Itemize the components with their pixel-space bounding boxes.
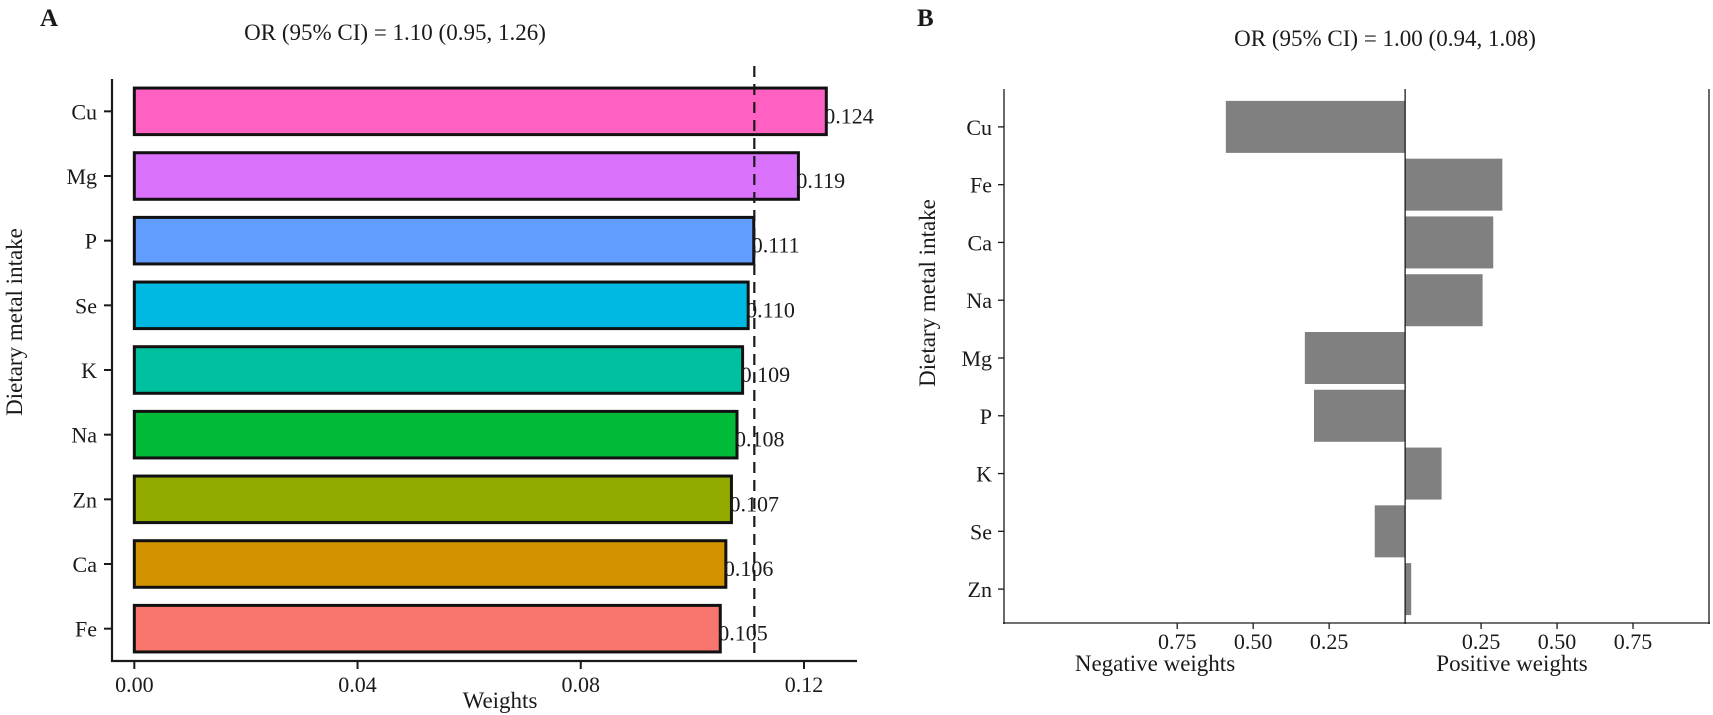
y-tick-label-a-zn: Zn bbox=[73, 487, 97, 512]
x-tick-label-a-0: 0.00 bbox=[115, 672, 154, 697]
y-tick-label-a-p: P bbox=[85, 229, 97, 254]
x-tick-label-b-0: 0.75 bbox=[1158, 629, 1197, 654]
bar-a-se bbox=[132, 280, 750, 331]
y-tick-label-a-na: Na bbox=[71, 423, 97, 448]
y-tick-label-a-ca: Ca bbox=[73, 552, 98, 577]
y-tick-label-b-k: K bbox=[976, 462, 992, 487]
value-label-a-fe: 0.105 bbox=[718, 621, 768, 646]
bar-a-fe bbox=[132, 603, 722, 654]
bar-a-ca bbox=[132, 539, 728, 589]
bar-b-k bbox=[1405, 447, 1442, 500]
panel-b-letter: B bbox=[917, 5, 934, 32]
bar-b-ca bbox=[1405, 216, 1494, 269]
bar-b-p bbox=[1313, 389, 1406, 442]
bar-a-cu bbox=[132, 86, 828, 137]
y-tick-label-a-fe: Fe bbox=[75, 617, 97, 642]
x-tick-label-a-2: 0.08 bbox=[562, 672, 601, 697]
y-tick-label-b-se: Se bbox=[970, 519, 992, 544]
bar-a-mg bbox=[132, 151, 800, 201]
value-label-a-k: 0.109 bbox=[741, 362, 791, 387]
panel-a: A OR (95% CI) = 1.10 (0.95, 1.26) Dietar… bbox=[2, 5, 874, 713]
panel-b-x-label-negative: Negative weights bbox=[1075, 651, 1235, 676]
panel-a-y-ticks: Cu Mg P Se K Na Zn Ca Fe bbox=[66, 99, 112, 642]
value-label-a-cu: 0.124 bbox=[824, 103, 874, 128]
y-tick-label-b-cu: Cu bbox=[966, 115, 992, 140]
x-tick-label-b-5: 0.75 bbox=[1614, 629, 1653, 654]
y-tick-label-b-na: Na bbox=[966, 288, 992, 313]
bar-b-mg bbox=[1304, 332, 1406, 384]
x-tick-label-b-4: 0.50 bbox=[1538, 629, 1577, 654]
value-label-a-na: 0.108 bbox=[735, 427, 785, 452]
panel-a-x-ticks: 0.00 0.04 0.08 0.12 bbox=[115, 661, 823, 697]
panel-b-y-axis-label: Dietary metal intake bbox=[915, 199, 940, 387]
y-tick-label-b-fe: Fe bbox=[970, 173, 992, 198]
bar-a-na bbox=[132, 409, 739, 460]
x-tick-label-b-2: 0.25 bbox=[1310, 629, 1349, 654]
value-label-a-p: 0.111 bbox=[752, 233, 800, 258]
panel-a-y-axis-label: Dietary metal intake bbox=[2, 228, 27, 416]
y-tick-label-b-ca: Ca bbox=[968, 230, 993, 255]
bar-a-p bbox=[132, 215, 756, 266]
y-tick-label-b-p: P bbox=[980, 404, 992, 429]
panel-a-title: OR (95% CI) = 1.10 (0.95, 1.26) bbox=[244, 20, 546, 45]
panel-b: B OR (95% CI) = 1.00 (0.94, 1.08) Dietar… bbox=[915, 5, 1710, 676]
bar-b-na bbox=[1405, 274, 1483, 327]
bar-b-zn bbox=[1405, 563, 1412, 616]
x-tick-label-b-3: 0.25 bbox=[1462, 629, 1501, 654]
panel-b-x-label-positive: Positive weights bbox=[1436, 651, 1587, 676]
panel-b-title: OR (95% CI) = 1.00 (0.94, 1.08) bbox=[1234, 26, 1536, 51]
panel-a-x-axis-label: Weights bbox=[463, 688, 538, 713]
panel-a-letter: A bbox=[40, 5, 58, 32]
x-tick-label-a-1: 0.04 bbox=[338, 672, 377, 697]
panel-b-x-ticks: 0.75 0.50 0.25 0.25 0.50 0.75 bbox=[1158, 623, 1652, 654]
value-label-a-ca: 0.106 bbox=[724, 556, 774, 581]
y-tick-label-a-cu: Cu bbox=[71, 99, 97, 124]
panel-a-bars bbox=[132, 86, 828, 654]
x-tick-label-b-1: 0.50 bbox=[1234, 629, 1273, 654]
y-tick-label-a-mg: Mg bbox=[66, 164, 97, 189]
bar-a-zn bbox=[132, 474, 733, 525]
value-label-a-mg: 0.119 bbox=[796, 168, 845, 193]
bar-a-k bbox=[132, 345, 745, 395]
y-tick-label-b-zn: Zn bbox=[968, 577, 992, 602]
y-tick-label-b-mg: Mg bbox=[961, 346, 992, 371]
bar-b-fe bbox=[1405, 158, 1503, 211]
panel-b-bars bbox=[1225, 100, 1503, 616]
y-tick-label-a-k: K bbox=[81, 358, 97, 383]
y-tick-label-a-se: Se bbox=[75, 293, 97, 318]
bar-b-cu bbox=[1225, 100, 1406, 153]
bar-b-se bbox=[1374, 505, 1406, 558]
x-tick-label-a-3: 0.12 bbox=[785, 672, 824, 697]
panel-b-y-ticks: Cu Fe Ca Na Mg P K Se Zn bbox=[961, 115, 1004, 602]
